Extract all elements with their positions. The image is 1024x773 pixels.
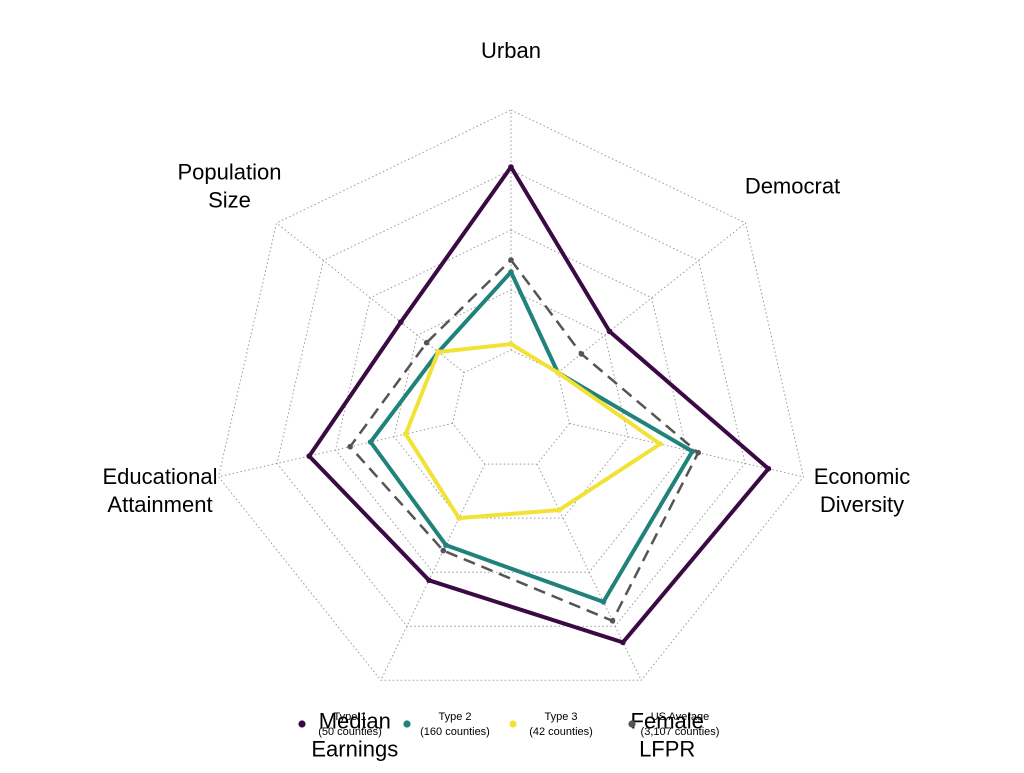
axis-label-line: Size <box>208 187 251 212</box>
legend-label: Type 2 <box>438 711 471 723</box>
series-1-point-7 <box>398 319 404 325</box>
legend: Type 1(50 counties)Type 2(160 counties)T… <box>298 711 719 738</box>
legend-label-note: (160 counties) <box>420 726 490 738</box>
series-1-point-5 <box>426 577 432 584</box>
legend-item: Type 1 (50 counties) <box>298 711 382 738</box>
axis-label-2: Democrat <box>745 173 840 198</box>
series-1 <box>306 164 772 646</box>
series-line-4 <box>348 258 700 623</box>
axis-label-3: Economic Diversity <box>814 464 911 517</box>
legend-swatch <box>298 720 306 728</box>
series-2-point-1 <box>508 269 514 275</box>
axis-label-line: Population <box>178 159 282 184</box>
grid-ring-4 <box>276 169 746 627</box>
series-1-point-6 <box>306 453 313 459</box>
grid-ring-1 <box>451 349 571 465</box>
axis-label-7: Population Size <box>178 159 282 212</box>
grid-ring-5 <box>217 109 805 681</box>
series-3-point-3 <box>657 441 663 447</box>
legend-swatch <box>628 720 636 728</box>
axis-label-line: Economic <box>814 464 911 489</box>
series-3 <box>402 341 663 521</box>
series-3-point-2 <box>555 369 561 376</box>
series-4-point-5 <box>440 547 447 554</box>
grid-spoke-5 <box>380 463 486 681</box>
series-4-point-7 <box>423 339 430 346</box>
axis-label-line: Urban <box>481 38 541 63</box>
series-4-point-1 <box>508 257 514 263</box>
legend-item: US Average (3,107 counties) <box>628 711 719 738</box>
legend-label-note: (42 counties) <box>529 726 593 738</box>
legend-label: Type 3 <box>544 711 577 723</box>
series-1-point-2 <box>606 328 613 335</box>
series-2-point-4 <box>600 599 607 605</box>
legend-label: US Average <box>651 711 710 723</box>
series-3-point-6 <box>402 431 409 437</box>
series-4-point-6 <box>347 443 353 450</box>
radar-series <box>306 164 772 646</box>
axis-label-line: Democrat <box>745 173 840 198</box>
series-line-1 <box>307 165 771 645</box>
grid-spoke-2 <box>557 222 746 373</box>
series-4-point-2 <box>578 351 585 357</box>
axis-label-line: Earnings <box>311 736 398 761</box>
series-1-point-4 <box>620 639 626 646</box>
series-4-point-4 <box>609 618 616 624</box>
series-1-point-1 <box>508 164 514 170</box>
legend-item: Type 2 (160 counties) <box>403 711 490 738</box>
legend-item: Type 3 (42 counties) <box>509 711 593 738</box>
series-3-point-1 <box>508 341 514 347</box>
series-2-point-5 <box>443 542 449 548</box>
series-4-point-3 <box>695 449 701 456</box>
legend-label-note: (3,107 counties) <box>641 726 720 738</box>
axis-label-line: LFPR <box>639 736 695 761</box>
series-2-point-3 <box>689 448 696 455</box>
series-1-point-3 <box>765 465 772 472</box>
axis-label-4: Female LFPR <box>631 708 704 761</box>
grid-ring-2 <box>393 289 629 519</box>
radar-grid <box>217 109 805 681</box>
series-4 <box>347 257 701 624</box>
grid-spoke-7 <box>276 222 465 373</box>
axis-label-6: Educational Attainment <box>103 464 218 517</box>
series-3-point-5 <box>456 515 462 521</box>
axis-label-line: Educational <box>103 464 218 489</box>
axis-label-line: Attainment <box>107 492 212 517</box>
axis-label-line: Median <box>319 708 391 733</box>
series-3-point-4 <box>556 507 562 513</box>
grid-spoke-6 <box>218 422 453 478</box>
series-line-2 <box>368 270 695 604</box>
series-line-3 <box>403 342 663 521</box>
axis-label-line: Female <box>631 708 704 733</box>
legend-swatch <box>403 720 411 728</box>
axis-labels: Urban Democrat Economic Diversity Female LFPR… <box>103 38 911 761</box>
axis-label-5: Median Earnings <box>311 708 398 761</box>
axis-label-line: Diversity <box>820 492 904 517</box>
axis-label-1: Urban <box>481 38 541 63</box>
series-2-point-6 <box>367 439 374 445</box>
series-3-point-7 <box>435 349 442 355</box>
legend-swatch <box>509 720 517 728</box>
legend-label-note: (50 counties) <box>318 726 382 738</box>
legend-label: Type 1 <box>333 711 366 723</box>
